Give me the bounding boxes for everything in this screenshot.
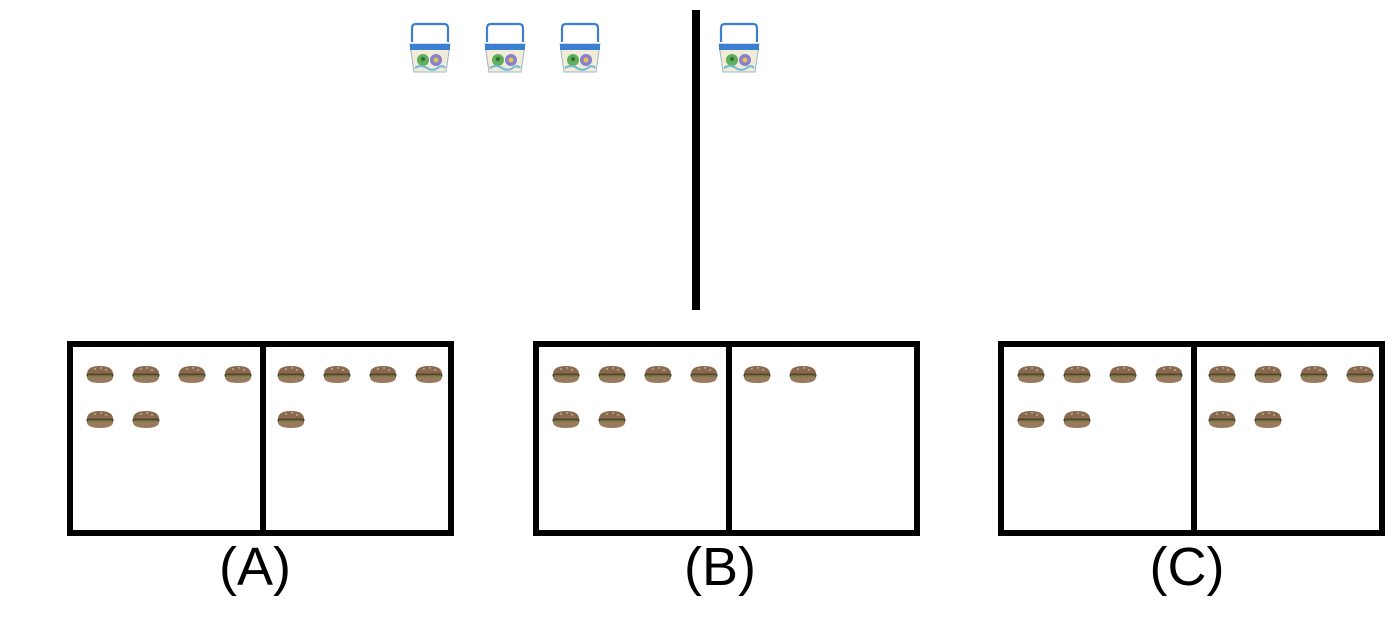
option-panel-c[interactable] bbox=[998, 341, 1385, 536]
hamburger-icon bbox=[1253, 364, 1283, 386]
hamburger-icon bbox=[276, 409, 306, 431]
panel-divider bbox=[726, 347, 732, 530]
right-compartment bbox=[1192, 347, 1380, 530]
option-label-c: (C) bbox=[1149, 537, 1225, 597]
hamburger-icon bbox=[1016, 409, 1046, 431]
panel-divider bbox=[1191, 347, 1197, 530]
hamburger-icon bbox=[85, 364, 115, 386]
left-compartment bbox=[539, 347, 727, 530]
hamburger-icon bbox=[551, 409, 581, 431]
right-compartment bbox=[727, 347, 915, 530]
basket-icon bbox=[482, 22, 528, 74]
basket-icon bbox=[557, 22, 603, 74]
basket-icon bbox=[716, 22, 762, 74]
hamburger-icon bbox=[1207, 409, 1237, 431]
hamburger-icon bbox=[223, 364, 253, 386]
option-panel-a[interactable] bbox=[67, 341, 454, 536]
hamburger-icon bbox=[689, 364, 719, 386]
hamburger-icon bbox=[1016, 364, 1046, 386]
basket-icon bbox=[407, 22, 453, 74]
hamburger-icon bbox=[131, 409, 161, 431]
hamburger-icon bbox=[368, 364, 398, 386]
hamburger-icon bbox=[1062, 409, 1092, 431]
hamburger-icon bbox=[1253, 409, 1283, 431]
hamburger-icon bbox=[1108, 364, 1138, 386]
hamburger-icon bbox=[322, 364, 352, 386]
option-label-a: (A) bbox=[219, 537, 291, 597]
option-label-b: (B) bbox=[684, 537, 756, 597]
hamburger-icon bbox=[551, 364, 581, 386]
hamburger-icon bbox=[597, 364, 627, 386]
hamburger-icon bbox=[177, 364, 207, 386]
hamburger-icon bbox=[597, 409, 627, 431]
vertical-divider bbox=[692, 10, 700, 310]
hamburger-icon bbox=[1207, 364, 1237, 386]
hamburger-icon bbox=[1154, 364, 1184, 386]
left-compartment bbox=[73, 347, 261, 530]
left-compartment bbox=[1004, 347, 1192, 530]
hamburger-icon bbox=[414, 364, 444, 386]
panel-divider bbox=[260, 347, 266, 530]
hamburger-icon bbox=[643, 364, 673, 386]
hamburger-icon bbox=[742, 364, 772, 386]
hamburger-icon bbox=[1345, 364, 1375, 386]
hamburger-icon bbox=[131, 364, 161, 386]
right-compartment bbox=[261, 347, 449, 530]
hamburger-icon bbox=[1062, 364, 1092, 386]
hamburger-icon bbox=[788, 364, 818, 386]
hamburger-icon bbox=[1299, 364, 1329, 386]
hamburger-icon bbox=[276, 364, 306, 386]
option-panel-b[interactable] bbox=[533, 341, 920, 536]
hamburger-icon bbox=[85, 409, 115, 431]
